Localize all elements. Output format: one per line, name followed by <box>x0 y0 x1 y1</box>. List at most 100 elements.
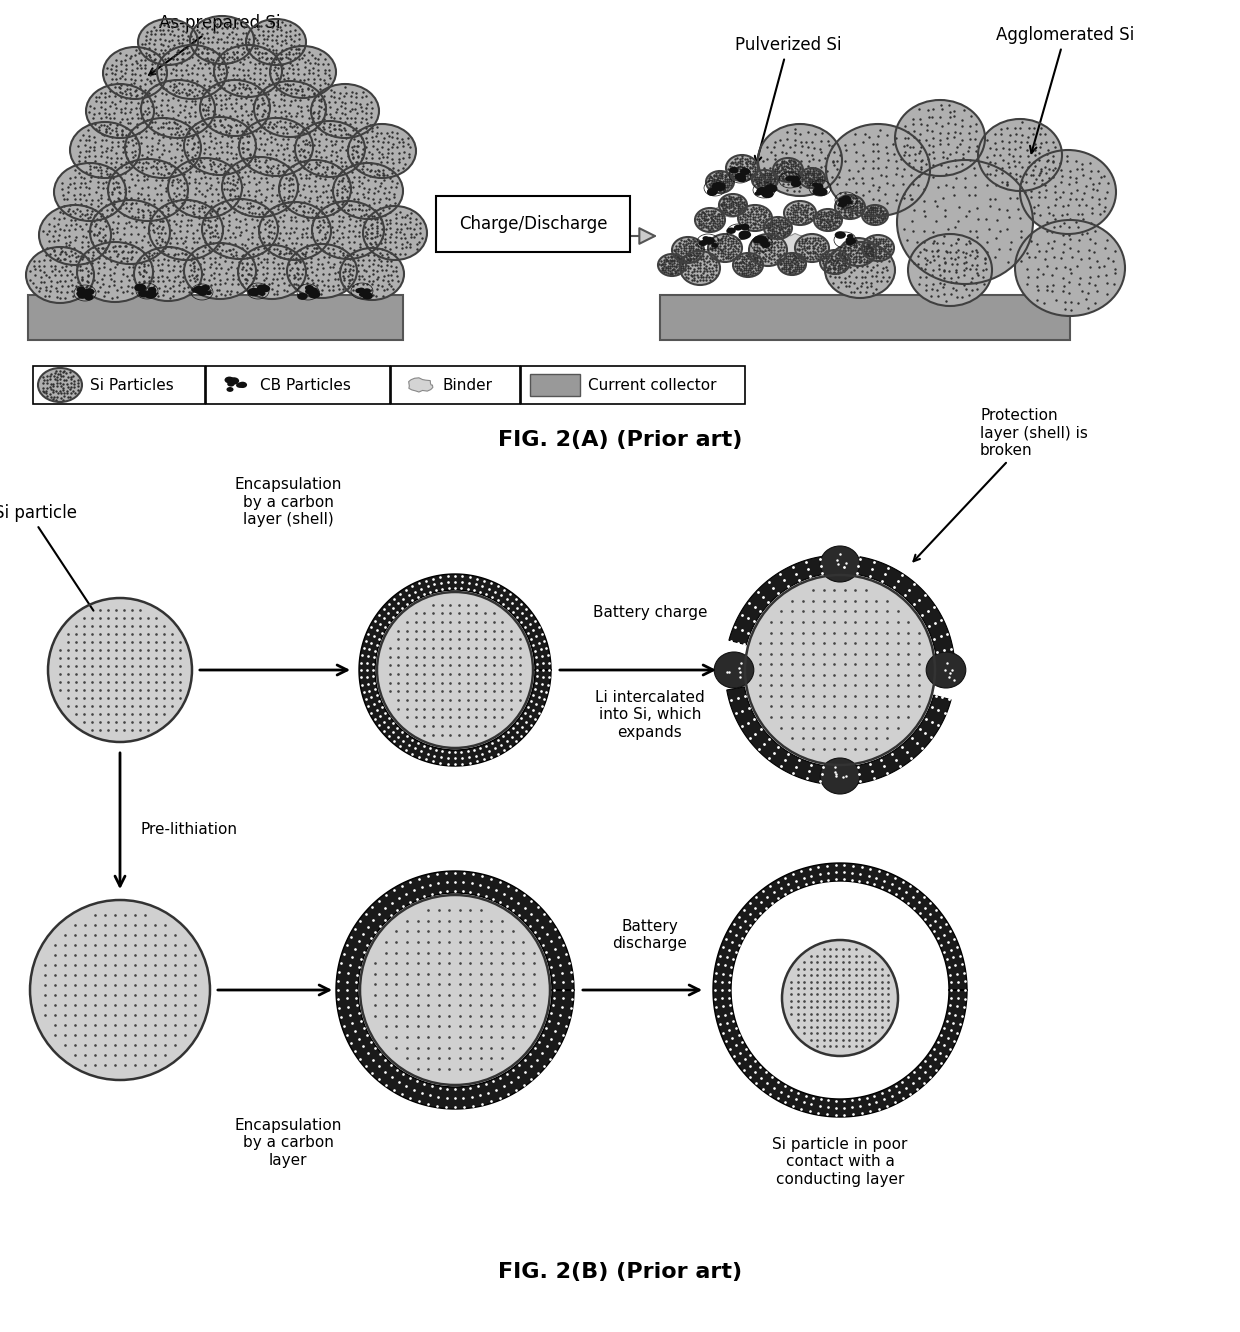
Point <box>732 262 751 284</box>
Point <box>382 170 402 192</box>
Point <box>222 52 242 73</box>
Point <box>981 164 1001 185</box>
Point <box>947 253 967 274</box>
Point <box>745 209 765 230</box>
Point <box>72 248 92 269</box>
Point <box>905 149 925 170</box>
Point <box>78 208 98 229</box>
Ellipse shape <box>358 292 367 297</box>
Point <box>1087 265 1107 286</box>
Point <box>965 157 985 178</box>
Point <box>916 266 936 288</box>
Point <box>303 63 322 84</box>
Point <box>123 107 143 128</box>
Point <box>914 220 934 241</box>
Ellipse shape <box>862 205 888 225</box>
Point <box>661 245 681 266</box>
Point <box>764 240 784 261</box>
Point <box>164 112 184 133</box>
Point <box>903 210 923 232</box>
Point <box>212 17 232 39</box>
Point <box>799 164 818 185</box>
Point <box>697 248 717 269</box>
Point <box>787 206 807 228</box>
Point <box>751 202 771 224</box>
Point <box>187 232 207 253</box>
Point <box>329 88 348 109</box>
Point <box>823 214 843 236</box>
Point <box>387 173 407 194</box>
Point <box>393 132 413 153</box>
Point <box>210 236 229 257</box>
Point <box>274 139 294 160</box>
Point <box>847 248 867 269</box>
Ellipse shape <box>813 209 842 230</box>
Point <box>180 196 200 217</box>
Point <box>246 53 265 75</box>
Point <box>1105 273 1125 294</box>
Point <box>233 257 253 278</box>
Point <box>92 163 112 184</box>
Point <box>818 201 838 222</box>
Point <box>274 148 294 169</box>
Point <box>661 258 681 280</box>
Point <box>298 206 317 228</box>
Point <box>816 218 836 240</box>
Point <box>64 193 84 214</box>
Point <box>1059 173 1079 194</box>
Point <box>303 214 322 236</box>
Point <box>808 174 828 196</box>
Point <box>723 186 743 208</box>
Point <box>703 201 723 222</box>
Point <box>852 193 872 214</box>
Ellipse shape <box>703 237 715 245</box>
Point <box>759 222 779 244</box>
Point <box>249 196 269 217</box>
Point <box>1083 197 1102 218</box>
Point <box>709 236 729 257</box>
Point <box>873 238 893 260</box>
Point <box>337 186 357 208</box>
Point <box>707 210 727 232</box>
Point <box>676 237 696 258</box>
Point <box>97 121 117 143</box>
Point <box>660 264 680 285</box>
Point <box>1079 272 1099 293</box>
Point <box>249 73 269 95</box>
Point <box>112 83 131 104</box>
Point <box>286 200 306 221</box>
Point <box>150 29 170 51</box>
Point <box>308 85 327 107</box>
Point <box>120 224 140 245</box>
Point <box>227 177 247 198</box>
Ellipse shape <box>763 189 773 196</box>
Point <box>832 197 852 218</box>
Point <box>290 192 310 213</box>
Point <box>673 260 693 281</box>
Text: FIG. 2(B) (Prior art): FIG. 2(B) (Prior art) <box>498 1261 742 1281</box>
Point <box>753 217 773 238</box>
Point <box>33 380 53 401</box>
Point <box>759 228 779 249</box>
Point <box>874 236 894 257</box>
Point <box>352 144 372 165</box>
Point <box>930 107 950 128</box>
Point <box>192 83 212 104</box>
Point <box>915 274 935 296</box>
Point <box>263 39 283 60</box>
Point <box>113 109 133 131</box>
Point <box>327 200 347 221</box>
Point <box>352 273 372 294</box>
Point <box>157 43 177 64</box>
Point <box>734 200 754 221</box>
Point <box>315 59 335 80</box>
Point <box>119 269 139 290</box>
Ellipse shape <box>259 202 331 260</box>
Point <box>771 141 791 163</box>
Point <box>717 172 737 193</box>
Point <box>188 228 208 249</box>
Point <box>198 12 218 33</box>
Point <box>150 73 170 95</box>
Point <box>657 249 677 270</box>
Point <box>43 365 63 386</box>
